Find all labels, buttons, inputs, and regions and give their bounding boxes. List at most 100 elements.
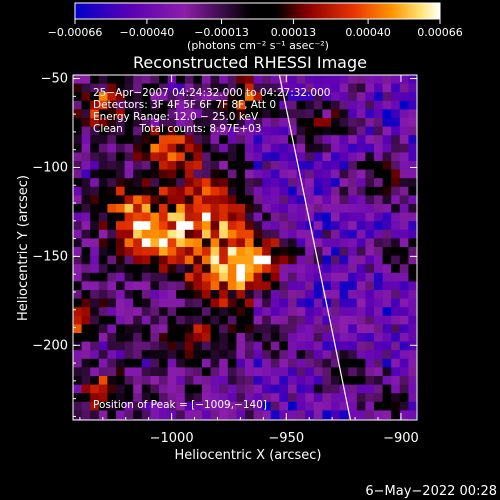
heatmap-cell bbox=[219, 298, 229, 308]
heatmap-cell bbox=[296, 92, 306, 102]
heatmap-cell bbox=[107, 178, 117, 188]
heatmap-cell bbox=[356, 221, 366, 231]
heatmap-cell bbox=[288, 290, 297, 299]
heatmap-cell bbox=[116, 333, 125, 342]
heatmap-cell bbox=[184, 186, 194, 196]
heatmap-cell bbox=[236, 350, 246, 360]
heatmap-cell bbox=[227, 333, 237, 342]
heatmap-cell bbox=[348, 290, 358, 299]
heatmap-cell bbox=[133, 118, 143, 127]
heatmap-cell bbox=[262, 281, 272, 291]
heatmap-cell bbox=[253, 143, 263, 153]
heatmap-cell bbox=[90, 161, 100, 170]
heatmap-cell bbox=[374, 358, 383, 368]
heatmap-cell bbox=[227, 290, 237, 299]
heatmap-cell bbox=[253, 229, 263, 239]
heatmap-cell bbox=[262, 238, 272, 248]
heatmap-cell bbox=[382, 384, 392, 394]
heatmap-cell bbox=[210, 358, 220, 368]
heatmap-cell bbox=[313, 290, 323, 299]
heatmap-cell bbox=[90, 92, 100, 102]
heatmap-cell bbox=[141, 118, 151, 127]
heatmap-cell bbox=[219, 221, 229, 231]
heatmap-cell bbox=[365, 229, 375, 239]
heatmap-cell bbox=[107, 212, 117, 222]
heatmap-cell bbox=[116, 135, 125, 145]
heatmap-cell bbox=[219, 333, 229, 342]
heatmap-cell bbox=[391, 376, 401, 385]
heatmap-cell bbox=[176, 247, 186, 256]
heatmap-cell bbox=[313, 195, 323, 205]
heatmap-cell bbox=[348, 238, 358, 248]
heatmap-cell bbox=[279, 229, 289, 239]
heatmap-cell bbox=[167, 100, 177, 110]
heatmap-cell bbox=[382, 264, 392, 274]
heatmap-cell bbox=[365, 75, 375, 84]
heatmap-cell bbox=[296, 264, 306, 274]
heatmap-cell bbox=[382, 247, 392, 256]
heatmap-cell bbox=[262, 169, 272, 179]
heatmap-cell bbox=[296, 255, 306, 265]
heatmap-cell bbox=[391, 307, 401, 317]
heatmap-cell bbox=[365, 281, 375, 291]
heatmap-cell bbox=[227, 229, 237, 239]
heatmap-cell bbox=[133, 307, 143, 317]
heatmap-cell bbox=[227, 83, 237, 93]
heatmap-cell bbox=[184, 178, 194, 188]
heatmap-cell bbox=[236, 358, 246, 368]
heatmap-cell bbox=[279, 401, 289, 411]
heatmap-cell bbox=[210, 384, 220, 394]
heatmap-cell bbox=[167, 126, 177, 136]
heatmap-cell bbox=[193, 143, 203, 153]
heatmap-cell bbox=[296, 186, 306, 196]
heatmap-cell bbox=[184, 229, 194, 239]
heatmap-cell bbox=[150, 118, 160, 127]
heatmap-cell bbox=[339, 324, 349, 334]
heatmap-cell bbox=[193, 307, 203, 317]
heatmap-cell bbox=[391, 178, 401, 188]
heatmap-cell bbox=[331, 384, 340, 394]
heatmap-cell bbox=[382, 315, 392, 325]
heatmap-cell bbox=[305, 401, 315, 411]
heatmap-cell bbox=[245, 204, 254, 213]
heatmap-cell bbox=[305, 255, 315, 265]
heatmap-cell bbox=[348, 384, 358, 394]
heatmap-cell bbox=[374, 186, 383, 196]
heatmap-cell bbox=[107, 186, 117, 196]
heatmap-cell bbox=[116, 221, 125, 231]
heatmap-cell bbox=[270, 341, 280, 351]
heatmap-cell bbox=[331, 143, 340, 153]
heatmap-cell bbox=[81, 126, 91, 136]
heatmap-cell bbox=[279, 161, 289, 170]
heatmap-cell bbox=[391, 229, 401, 239]
heatmap-cell bbox=[116, 264, 125, 274]
heatmap-cell bbox=[365, 143, 375, 153]
heatmap-cell bbox=[322, 315, 332, 325]
heatmap-cell bbox=[305, 100, 315, 110]
heatmap-cell bbox=[124, 350, 134, 360]
heatmap-cell bbox=[374, 333, 383, 342]
heatmap-cell bbox=[150, 324, 160, 334]
heatmap-cell bbox=[356, 238, 366, 248]
timestamp: 6−May−2022 00:28 bbox=[365, 484, 497, 499]
heatmap-cell bbox=[73, 350, 82, 360]
heatmap-cell bbox=[184, 161, 194, 170]
heatmap-cell bbox=[176, 212, 186, 222]
heatmap-cell bbox=[90, 307, 100, 317]
heatmap-cell bbox=[356, 195, 366, 205]
heatmap-cell bbox=[331, 195, 340, 205]
heatmap-cell bbox=[356, 358, 366, 368]
heatmap-cell bbox=[107, 238, 117, 248]
heatmap-cell bbox=[270, 401, 280, 411]
heatmap-cell bbox=[202, 195, 211, 205]
heatmap-cell bbox=[262, 290, 272, 299]
heatmap-cell bbox=[116, 152, 125, 162]
heatmap-cell bbox=[167, 178, 177, 188]
heatmap-cell bbox=[81, 186, 91, 196]
heatmap-cell bbox=[365, 350, 375, 360]
heatmap-cell bbox=[133, 178, 143, 188]
heatmap-cell bbox=[81, 255, 91, 265]
heatmap-cell bbox=[116, 186, 125, 196]
heatmap-cell bbox=[356, 83, 366, 93]
heatmap-cell bbox=[348, 393, 358, 403]
